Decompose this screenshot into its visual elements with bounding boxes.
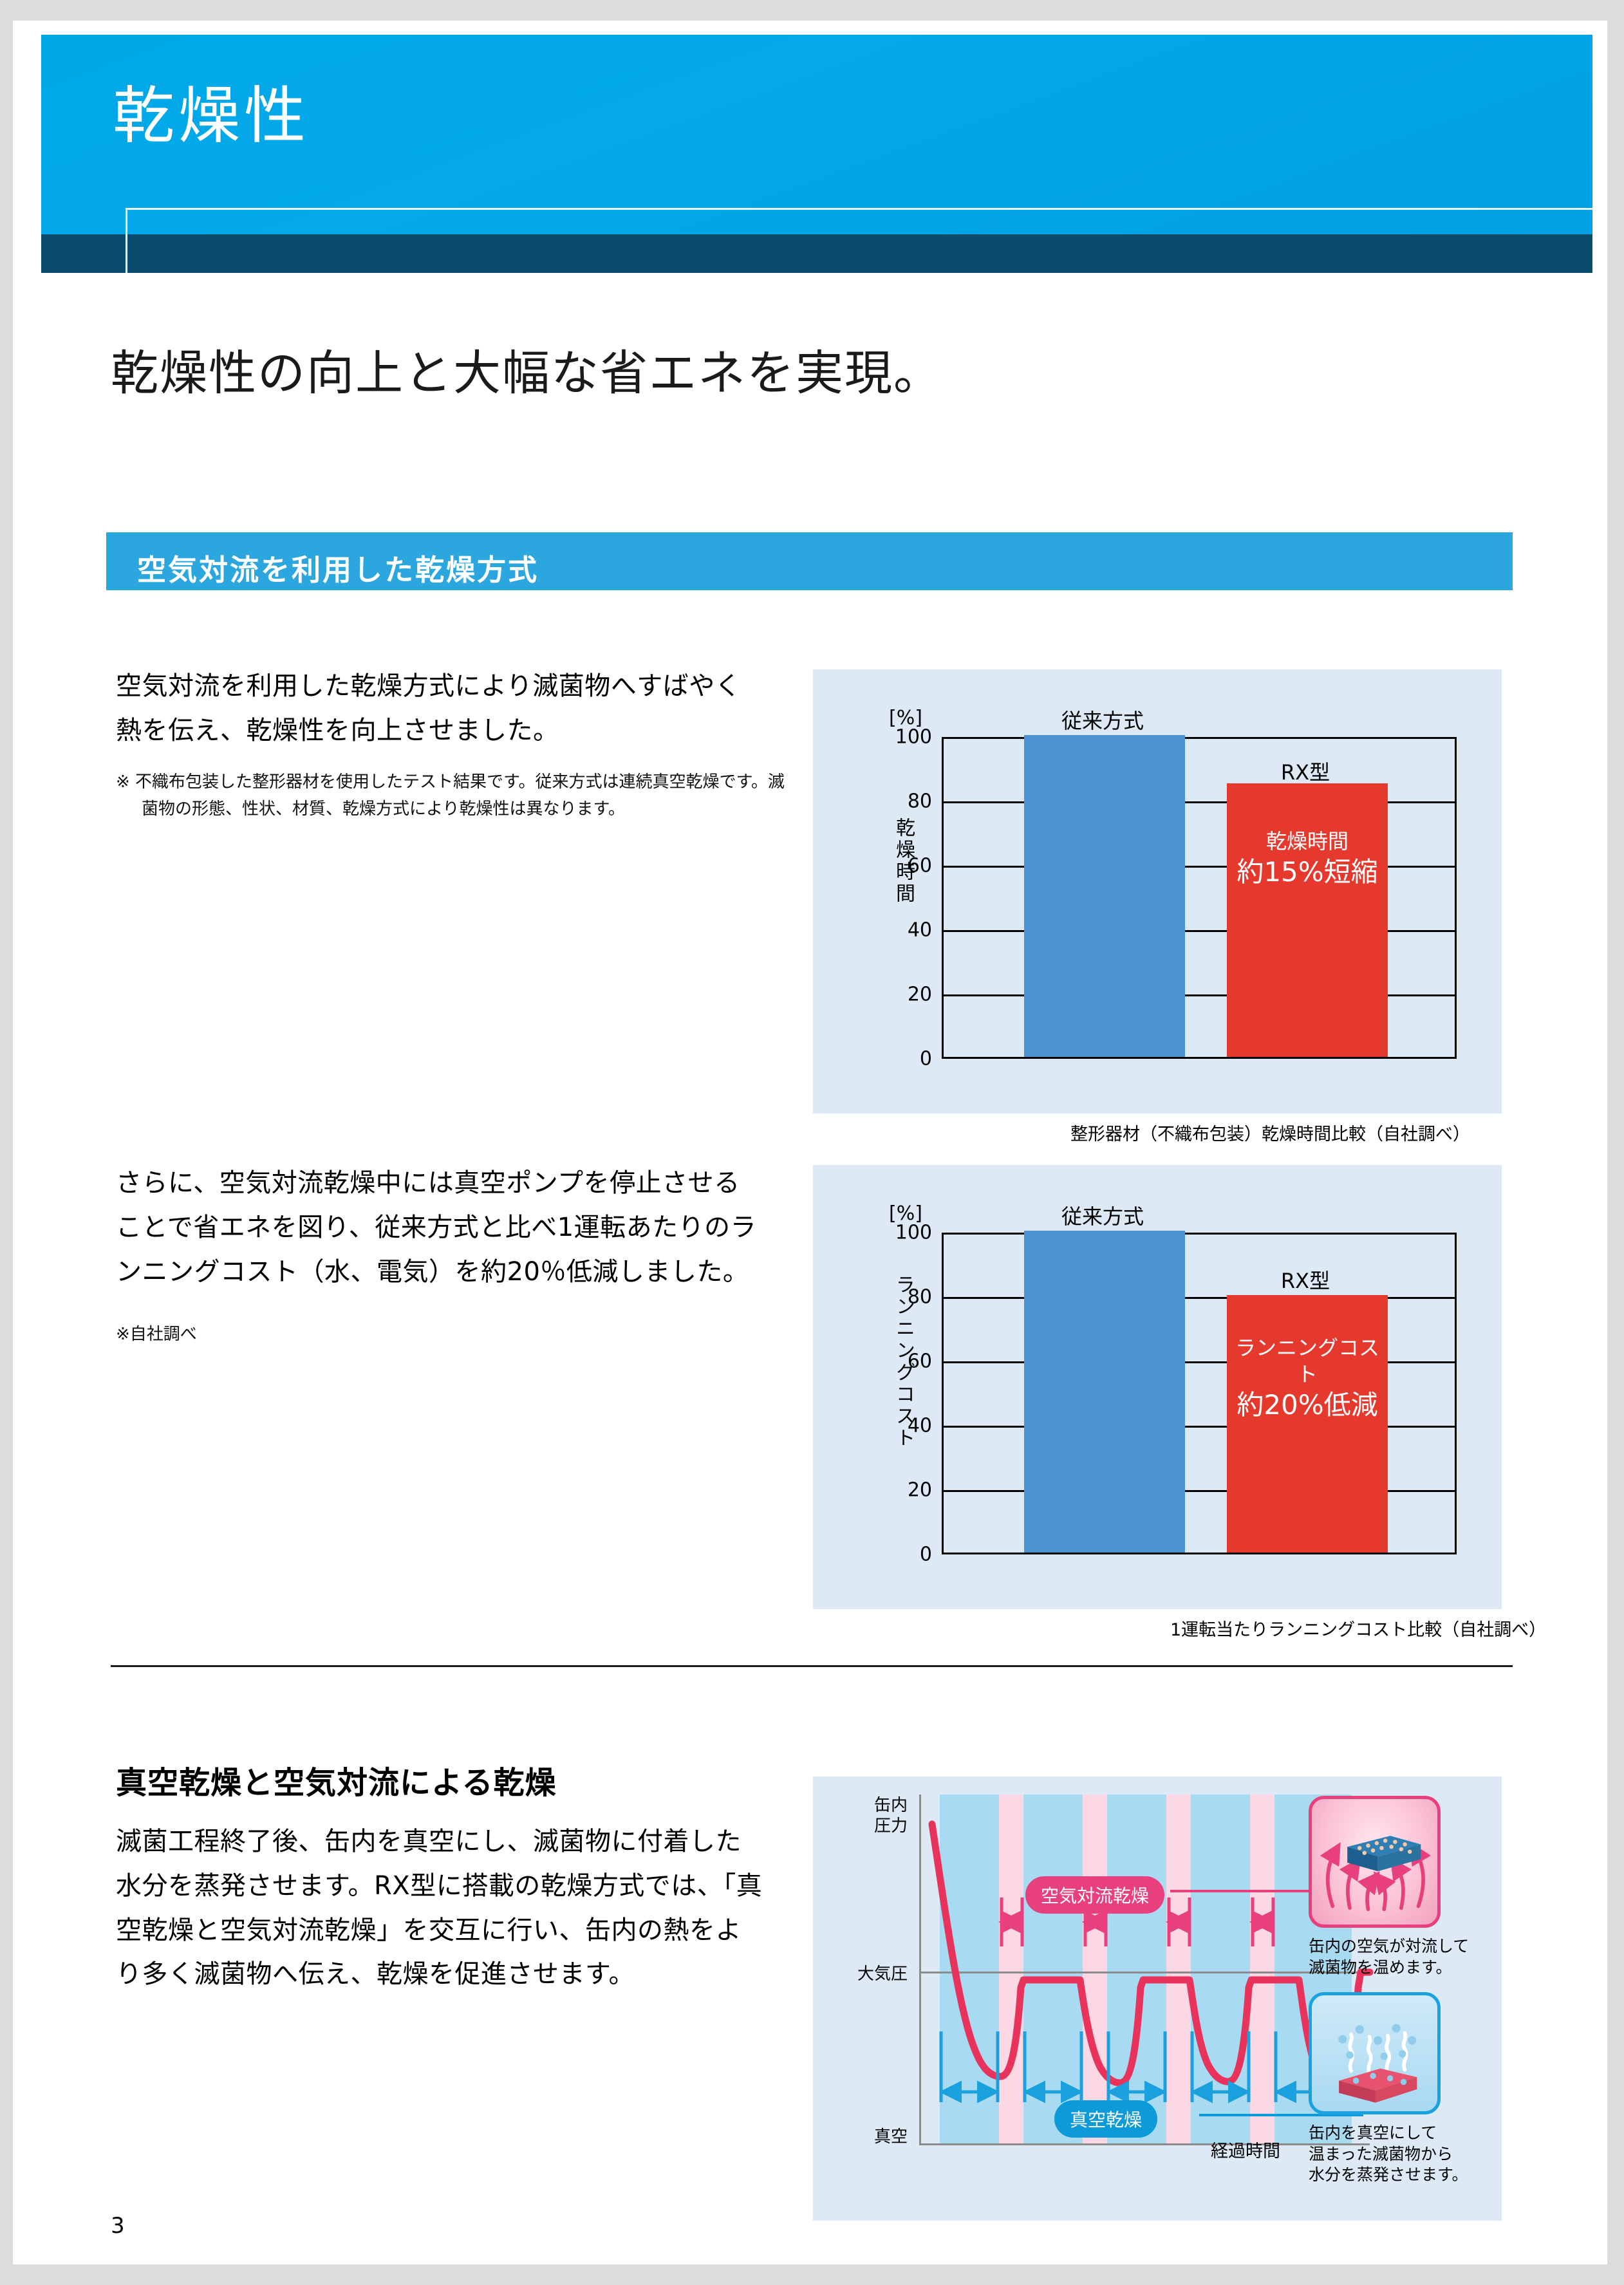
callout-box-air-convection <box>1309 1796 1441 1928</box>
chart1-gridline-40 <box>944 930 1455 932</box>
chart2-annotation-line2: 約20%低減 <box>1237 1388 1378 1421</box>
chart2-plot-area: ランニングコスト 約20%低減 <box>942 1231 1457 1554</box>
diagram-plot-area <box>919 1795 1374 2145</box>
chart1-ytick-0: 0 <box>919 1047 932 1070</box>
note-test-conditions: ※ 不織布包装した整形器材を使用したテスト結果です。従来方式は連続真空乾燥です。… <box>116 772 785 819</box>
pill-air-convection: 空気対流乾燥 <box>1025 1876 1165 1914</box>
chart2-unit-label: [%] <box>889 1202 922 1225</box>
header-rule-horizontal <box>126 208 1592 210</box>
diagram-x-axis <box>919 2143 1370 2145</box>
band-air-3 <box>1166 1795 1191 2145</box>
page-header-navy-strip <box>41 234 1592 273</box>
paragraph-vacuum-convection: 滅菌工程終了後、缶内を真空にし、滅菌物に付着した水分を蒸発させます。RX型に搭載… <box>116 1827 763 1990</box>
chart1-caption: 整形器材（不織布包装）乾燥時間比較（自社調べ） <box>1070 1124 1470 1144</box>
chart2-bar-conventional <box>1024 1231 1185 1553</box>
chart2-annotation-line1: ランニングコスト <box>1235 1336 1379 1386</box>
chart2-bar-rx: ランニングコスト 約20%低減 <box>1227 1295 1388 1553</box>
vacuum-drying-illustration <box>1338 2024 1417 2103</box>
paragraph-energy-saving: さらに、空気対流乾燥中には真空ポンプを停止させることで省エネを図り、従来方式と比… <box>116 1168 757 1287</box>
chart1-ytick-20: 20 <box>907 983 932 1006</box>
chart2-ytick-100: 100 <box>895 1221 932 1244</box>
chart1-bar-rx: 乾燥時間 約15%短縮 <box>1227 783 1388 1057</box>
band-air-2 <box>1083 1795 1107 2145</box>
chart1-category-rx: RX型 <box>1280 760 1330 785</box>
diagram-atmospheric-line <box>919 1972 1370 1973</box>
chart2-ytick-80: 80 <box>907 1285 932 1309</box>
page-number: 3 <box>111 2213 125 2239</box>
callout-text-vacuum-drying: 缶内を真空にして 温まった滅菌物から 水分を蒸発させます。 <box>1309 2123 1468 2184</box>
warm-sterile-item-tray <box>1339 2068 1417 2103</box>
diagram-x-axis-label: 経過時間 <box>1211 2141 1280 2161</box>
pressure-cycle-diagram: 缶内 圧力 大気圧 真空 <box>813 1777 1502 2221</box>
chart1-gridline-60 <box>944 866 1455 868</box>
chart2-category-conventional: 従来方式 <box>1061 1204 1144 1229</box>
band-air-1 <box>999 1795 1023 2145</box>
chart1-ytick-80: 80 <box>907 790 932 813</box>
chart1-gridline-80 <box>944 801 1455 803</box>
pill-vacuum-drying: 真空乾燥 <box>1054 2100 1158 2138</box>
chart1-annotation-line2: 約15%短縮 <box>1237 855 1378 888</box>
section-header-bar: 空気対流を利用した乾燥方式 <box>106 532 1513 590</box>
chart2-ytick-20: 20 <box>907 1478 932 1502</box>
chart-panel-running-cost: [%] ランニングコスト 100 80 60 40 20 0 ランニングコスト … <box>813 1165 1502 1609</box>
main-heading: 乾燥性の向上と大幅な省エネを実現。 <box>111 346 942 401</box>
chart1-ytick-40: 40 <box>907 919 932 942</box>
chart1-gridline-20 <box>944 994 1455 996</box>
chart2-ytick-60: 60 <box>907 1350 932 1373</box>
chart1-plot-area: 乾燥時間 約15%短縮 <box>942 735 1457 1059</box>
chart2-ytick-0: 0 <box>919 1543 932 1566</box>
chart-panel-drying-time: [%] 乾燥時間 100 80 60 40 20 0 乾燥時間 約15%短縮 従… <box>813 669 1502 1114</box>
subsection-heading: 真空乾燥と空気対流による乾燥 <box>116 1765 557 1801</box>
chart1-annotation-line1: 乾燥時間 <box>1265 829 1349 853</box>
chart2-gridline-60 <box>944 1361 1455 1363</box>
chart2-ytick-40: 40 <box>907 1414 932 1437</box>
chart2-gridline-20 <box>944 1490 1455 1492</box>
chart1-ytick-60: 60 <box>907 854 932 877</box>
chart2-category-rx: RX型 <box>1280 1269 1330 1293</box>
section-divider <box>111 1665 1513 1667</box>
chart1-ytick-100: 100 <box>895 725 932 749</box>
chart2-gridline-40 <box>944 1426 1455 1428</box>
chart2-caption: 1運転当たりランニングコスト比較（自社調べ） <box>1170 1620 1547 1640</box>
section-header-label: 空気対流を利用した乾燥方式 <box>137 553 539 587</box>
chart1-y-axis-title: 乾燥時間 <box>892 817 915 905</box>
header-rule-vertical <box>126 208 127 273</box>
diagram-y-axis <box>919 1795 921 2145</box>
paragraph-air-convection: 空気対流を利用した乾燥方式により滅菌物へすばやく熱を伝え、乾燥性を向上させました… <box>116 671 742 745</box>
page-title: 乾燥性 <box>113 80 310 152</box>
chart1-category-conventional: 従来方式 <box>1061 709 1144 733</box>
chart2-gridline-80 <box>944 1297 1455 1299</box>
chart1-bar-conventional <box>1024 735 1185 1057</box>
brochure-page: 乾燥性 乾燥性の向上と大幅な省エネを実現。 空気対流を利用した乾燥方式 空気対流… <box>13 21 1607 2264</box>
air-convection-illustration <box>1320 1836 1432 1912</box>
chart2-y-axis-title: ランニングコスト <box>892 1274 915 1450</box>
sterile-item-tray <box>1347 1836 1421 1872</box>
chart1-unit-label: [%] <box>889 707 922 729</box>
page-header-band <box>41 35 1592 234</box>
diagram-y-mid-label: 大気圧 <box>857 1964 908 1984</box>
callout-box-vacuum-drying <box>1309 1992 1441 2114</box>
callout-text-air-convection: 缶内の空気が対流して 滅菌物を温めます。 <box>1309 1937 1470 1977</box>
diagram-y-bottom-label: 真空 <box>873 2127 908 2147</box>
band-air-4 <box>1250 1795 1274 2145</box>
leader-line-vacuum <box>1199 2114 1363 2116</box>
pressure-curve <box>928 1820 1374 2103</box>
leader-line-air <box>1170 1890 1363 1892</box>
diagram-y-top-label: 缶内 圧力 <box>873 1796 908 1836</box>
note-self-survey: ※自社調べ <box>116 1325 197 1344</box>
